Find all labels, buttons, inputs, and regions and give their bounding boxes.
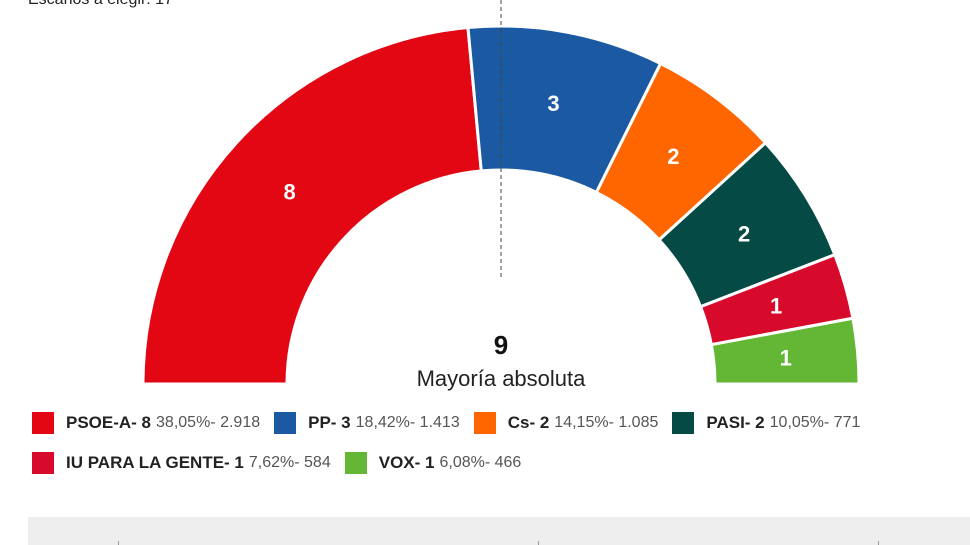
legend-swatch-vox bbox=[344, 452, 367, 474]
majority-label: Mayoría absoluta bbox=[416, 366, 586, 391]
seat-count-label: 2 bbox=[738, 221, 750, 246]
seat-count-label: 2 bbox=[667, 144, 679, 169]
legend-label-cs: Cs- 2 bbox=[507, 413, 550, 432]
legend-detail-vox: 6,08%- 466 bbox=[439, 454, 522, 471]
legend: PSOE-A- 8 38,05%- 2.918 PP- 3 18,42%- 1.… bbox=[32, 410, 962, 490]
legend-label-iu: IU PARA LA GENTE- 1 bbox=[66, 453, 244, 472]
legend-row-2: IU PARA LA GENTE- 1 7,62%- 584 VOX- 1 6,… bbox=[32, 450, 962, 476]
legend-swatch-cs bbox=[473, 412, 496, 434]
legend-label-psoe: PSOE-A- 8 bbox=[66, 413, 152, 432]
seat-count-label: 8 bbox=[284, 179, 296, 204]
seat-count-label: 1 bbox=[780, 346, 792, 371]
legend-swatch-pp bbox=[274, 412, 297, 434]
legend-detail-cs: 14,15%- 1.085 bbox=[554, 414, 659, 431]
table-column-divider bbox=[118, 541, 119, 545]
parliament-chart: 8 3 2 2 1 1 bbox=[141, 0, 861, 386]
legend-label-pasi: PASI- 2 bbox=[706, 413, 765, 432]
seats-to-elect-text: Escaños a elegir: 17 bbox=[28, 0, 173, 9]
seat-segment-vox[interactable] bbox=[709, 316, 861, 386]
seat-segment-psoe-a[interactable] bbox=[141, 25, 483, 386]
legend-item-pasi[interactable]: PASI- 2 10,05%- 771 bbox=[672, 412, 860, 434]
legend-detail-psoe: 38,05%- 2.918 bbox=[156, 414, 261, 431]
legend-detail-pp: 18,42%- 1.413 bbox=[355, 414, 460, 431]
legend-item-psoe[interactable]: PSOE-A- 8 38,05%- 2.918 bbox=[32, 412, 260, 434]
legend-row-1: PSOE-A- 8 38,05%- 2.918 PP- 3 18,42%- 1.… bbox=[32, 410, 962, 436]
legend-label-pp: PP- 3 bbox=[308, 413, 351, 432]
majority-value: 9 bbox=[493, 330, 509, 360]
legend-item-vox[interactable]: VOX- 1 6,08%- 466 bbox=[344, 452, 522, 474]
legend-item-iu[interactable]: IU PARA LA GENTE- 1 7,62%- 584 bbox=[32, 452, 331, 474]
table-column-divider bbox=[538, 541, 539, 545]
legend-label-vox: VOX- 1 bbox=[378, 453, 435, 472]
legend-detail-pasi: 10,05%- 771 bbox=[769, 414, 861, 431]
legend-swatch-psoe bbox=[32, 412, 54, 434]
seat-count-label: 1 bbox=[770, 294, 782, 319]
legend-item-cs[interactable]: Cs- 2 14,15%- 1.085 bbox=[473, 412, 659, 434]
seat-count-label: 3 bbox=[547, 91, 559, 116]
legend-item-pp[interactable]: PP- 3 18,42%- 1.413 bbox=[274, 412, 460, 434]
legend-swatch-pasi bbox=[672, 412, 695, 434]
legend-detail-iu: 7,62%- 584 bbox=[248, 454, 331, 471]
results-table-panel bbox=[28, 517, 970, 545]
table-column-divider bbox=[878, 541, 879, 545]
legend-swatch-iu bbox=[32, 452, 54, 474]
